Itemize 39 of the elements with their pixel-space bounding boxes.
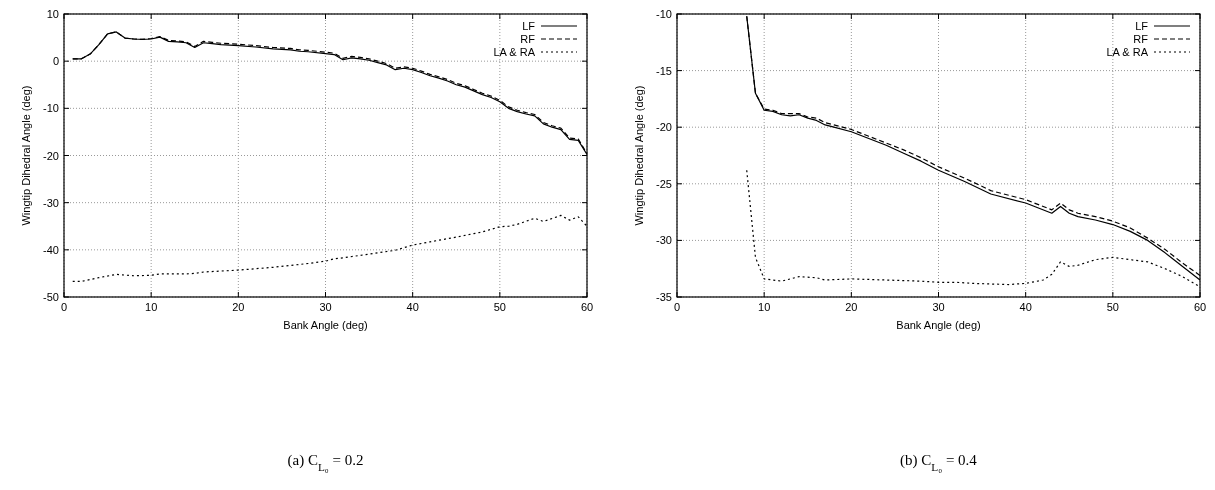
legend-label: LA & RA [493, 46, 536, 58]
y-tick-label: -50 [43, 291, 59, 303]
text: (a) C$_{L₀}$ = 0.2 [287, 452, 364, 473]
y-tick-label: 10 [46, 8, 59, 20]
y-tick-label: -20 [43, 149, 59, 162]
x-tick-label: 50 [1106, 301, 1119, 313]
y-tick-label: -20 [656, 121, 672, 134]
y-axis-title: Wingtip Dihedral Angle (deg) [20, 85, 32, 226]
y-tick-label: 0 [52, 55, 59, 68]
legend-label: LF [522, 20, 536, 32]
y-tick-label: -30 [43, 196, 59, 209]
x-tick-label: 50 [493, 301, 506, 313]
x-tick-label: 30 [319, 301, 332, 313]
x-tick-label: 0 [673, 301, 681, 313]
y-tick-label: -10 [656, 8, 672, 20]
x-tick-label: 40 [406, 301, 419, 313]
text: (b) C$_{L₀}$ = 0.4 [900, 452, 978, 473]
legend-label: RF [1133, 33, 1149, 45]
x-axis-title: Bank Angle (deg) [896, 319, 981, 331]
y-tick-label: -40 [43, 243, 59, 256]
x-tick-label: 60 [1193, 301, 1207, 313]
y-tick-label: -25 [656, 177, 672, 190]
x-tick-label: 40 [1019, 301, 1032, 313]
y-tick-label: -10 [43, 102, 59, 115]
x-tick-label: 10 [145, 301, 158, 313]
x-tick-label: 20 [845, 301, 858, 313]
legend-label: RF [520, 33, 536, 45]
x-tick-label: 60 [580, 301, 594, 313]
legend-label: LA & RA [1106, 46, 1149, 58]
y-tick-label: -35 [656, 291, 672, 303]
x-tick-label: 0 [60, 301, 68, 313]
y-tick-label: -15 [656, 64, 672, 77]
x-tick-label: 20 [232, 301, 245, 313]
y-tick-label: -30 [656, 234, 672, 247]
x-tick-label: 30 [932, 301, 945, 313]
x-axis-title: Bank Angle (deg) [283, 319, 368, 331]
legend-label: LF [1135, 20, 1149, 32]
y-axis-title: Wingtip Dihedral Angle (deg) [633, 85, 645, 226]
x-tick-label: 10 [758, 301, 771, 313]
